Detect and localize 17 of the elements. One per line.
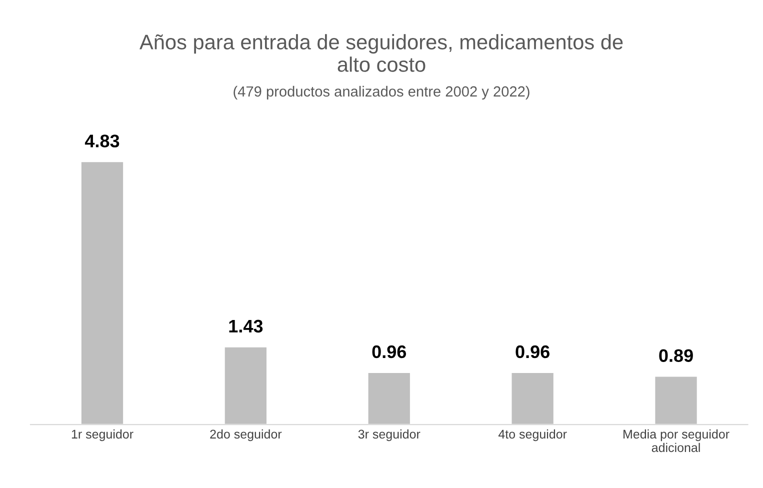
bar	[510, 372, 555, 425]
chart-title: Años para entrada de seguidores, medicamentos de alto costo	[140, 34, 623, 72]
data-label: 0.89	[659, 349, 693, 362]
chart-subtitle: (479 productos analizados entre 2002 y 2022)	[234, 86, 530, 100]
bar	[654, 375, 698, 425]
data-label: 0.96	[516, 345, 550, 358]
data-label: 1.43	[229, 320, 263, 333]
data-label: 4.83	[84, 134, 120, 148]
x-tick-label: Media por seguidor adicional	[624, 429, 730, 452]
x-tick-label: 1r seguidor	[72, 429, 134, 442]
bar	[80, 160, 124, 425]
bar	[366, 372, 412, 425]
bar	[223, 346, 268, 425]
data-label: 0.96	[372, 345, 406, 358]
x-tick-label: 3r seguidor	[358, 429, 420, 442]
x-tick-label: 2do seguidor	[210, 429, 282, 442]
x-tick-label: 4to seguidor	[498, 429, 567, 442]
